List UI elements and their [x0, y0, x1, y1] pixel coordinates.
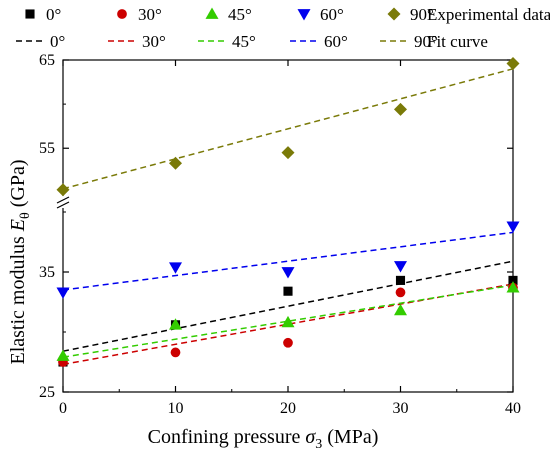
legend-fit-label: 45°	[232, 32, 256, 51]
legend-marker	[205, 7, 219, 19]
legend-label: 60°	[320, 5, 344, 24]
legend-experimental-label: Experimental data	[427, 5, 550, 24]
x-axis-title-symbol: σ	[305, 426, 316, 448]
legend: 0°0°30°30°45°45°60°60°90°90°Experimental…	[16, 5, 550, 51]
x-tick-label: 40	[505, 400, 521, 417]
data-point	[56, 287, 70, 299]
data-point	[281, 146, 295, 160]
x-axis-title: Confining pressure σ3 (MPa)	[148, 426, 379, 452]
data-point	[281, 267, 295, 279]
data-point	[395, 287, 406, 298]
y-axis-title-symbol: E	[7, 219, 29, 232]
x-axis-title-main: Confining pressure	[148, 426, 306, 448]
data-point	[395, 275, 406, 285]
x-axis-title-unit: (MPa)	[322, 426, 378, 448]
data-point	[506, 221, 520, 233]
data-point	[508, 275, 518, 285]
data-point	[56, 349, 70, 361]
fit-line	[62, 260, 514, 352]
x-tick-label: 10	[168, 400, 184, 417]
data-point	[169, 318, 182, 330]
y-axis-title-subscript: θ	[18, 212, 33, 219]
legend-fit-label: 0°	[50, 32, 65, 51]
y-tick-label: 55	[39, 140, 55, 157]
fit-line	[62, 284, 514, 358]
axis-break-mark	[56, 201, 70, 209]
y-tick-label: 65	[39, 52, 55, 69]
legend-fit-label: 30°	[142, 32, 166, 51]
legend-marker	[117, 9, 127, 19]
fit-line	[62, 68, 514, 190]
legend-marker	[297, 9, 311, 21]
fit-line	[62, 283, 514, 366]
x-tick-label: 0	[59, 400, 67, 417]
fit-lines	[62, 68, 514, 366]
legend-fit-curve-label: Fit curve	[427, 32, 488, 51]
y-tick-label: 35	[39, 264, 55, 281]
legend-label: 30°	[138, 5, 162, 24]
fit-line	[62, 231, 514, 291]
legend-label: 0°	[46, 5, 61, 24]
y-tick-label: 25	[39, 384, 55, 401]
legend-fit-label: 90°	[414, 32, 438, 51]
data-point	[394, 102, 407, 116]
data-point	[169, 156, 182, 170]
data-point	[394, 303, 407, 316]
x-tick-label: 20	[280, 400, 296, 417]
data-point	[281, 315, 295, 328]
data-points	[56, 57, 520, 367]
data-point	[170, 347, 181, 358]
data-point	[506, 57, 520, 71]
axes: 0 10 20 30 40 25 35 55 65	[39, 52, 521, 417]
legend-marker	[387, 7, 401, 21]
data-point	[506, 281, 520, 293]
x-tick-label: 30	[393, 400, 409, 417]
y-axis-title: Elastic modulus Eθ (GPa)	[7, 159, 33, 364]
legend-label: 90°	[410, 5, 434, 24]
y-axis-title-unit: (GPa)	[7, 159, 29, 212]
data-point	[394, 261, 407, 273]
x-axis-title-subscript: 3	[315, 437, 322, 452]
y-axis-title-main: Elastic modulus	[7, 231, 29, 364]
data-point	[56, 183, 70, 197]
legend-label: 45°	[228, 5, 252, 24]
data-point	[169, 262, 182, 274]
data-point	[283, 286, 293, 296]
axis-break-mark	[56, 196, 70, 204]
data-point	[283, 337, 293, 348]
legend-marker	[25, 9, 35, 19]
legend-fit-label: 60°	[324, 32, 348, 51]
